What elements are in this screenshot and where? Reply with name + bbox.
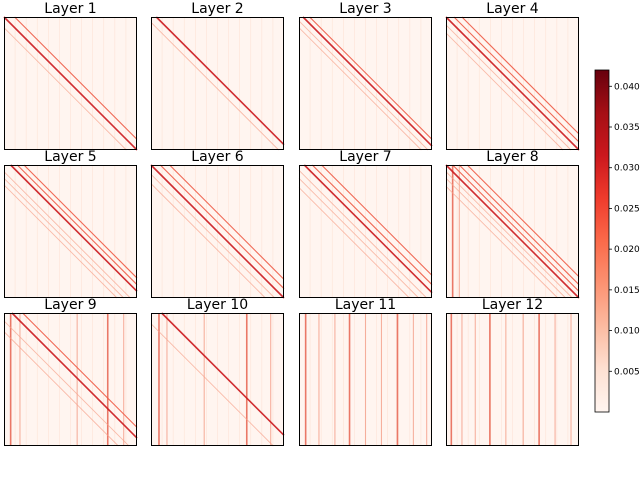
panel-title: Layer 1 bbox=[44, 1, 96, 17]
attention-diagonal bbox=[466, 164, 580, 278]
colorbar-tick-label: 0.035 bbox=[614, 123, 640, 133]
panel-title: Layer 10 bbox=[187, 297, 248, 313]
panel-frame bbox=[151, 17, 284, 150]
colorbar: 0.005 0.010 0.015 0.020 0.025 0.030 0.035 0.040 bbox=[594, 69, 640, 413]
panel-frame bbox=[446, 17, 579, 150]
panel-frame bbox=[446, 313, 579, 446]
attention-diagonal bbox=[445, 16, 580, 151]
attention-diagonal bbox=[11, 312, 138, 439]
heatmap-panel-2: Layer 2 bbox=[150, 1, 285, 151]
panel-title: Layer 12 bbox=[482, 297, 543, 313]
heatmap-panel-1: Layer 1 bbox=[3, 1, 138, 151]
attention-diagonal bbox=[159, 164, 285, 290]
heatmap-panel-3: Layer 3 bbox=[298, 1, 433, 151]
attention-diagonal bbox=[3, 16, 138, 151]
colorbar-tick-label: 0.020 bbox=[614, 245, 640, 255]
attention-diagonal bbox=[22, 312, 138, 428]
attention-diagonal bbox=[445, 171, 573, 299]
attention-diagonal bbox=[311, 164, 433, 286]
attention-diagonal bbox=[3, 331, 119, 447]
attention-diagonal bbox=[453, 16, 580, 143]
attention-diagonal bbox=[309, 16, 433, 140]
attention-diagonal bbox=[298, 27, 422, 151]
panel-title: Layer 7 bbox=[339, 149, 391, 165]
attention-diagonal bbox=[155, 16, 285, 146]
panel-title: Layer 2 bbox=[191, 1, 243, 17]
panel-frame bbox=[4, 313, 137, 446]
panel-title: Layer 6 bbox=[191, 149, 243, 165]
panel-frame bbox=[4, 165, 137, 298]
panel-frame bbox=[299, 17, 432, 150]
attention-diagonal bbox=[10, 164, 138, 292]
attention-diagonal bbox=[14, 16, 138, 140]
heatmap-panel-6: Layer 6 bbox=[150, 149, 285, 299]
attention-diagonal bbox=[150, 323, 274, 447]
attention-diagonal bbox=[298, 187, 410, 299]
panel-frame bbox=[299, 313, 432, 446]
panel-title: Layer 4 bbox=[486, 1, 538, 17]
attention-diagonal bbox=[150, 164, 285, 299]
attention-diagonal bbox=[3, 27, 127, 151]
attention-diagonal bbox=[298, 20, 429, 151]
heatmap-panel-5: Layer 5 bbox=[3, 149, 138, 299]
panel-title: Layer 11 bbox=[335, 297, 396, 313]
heatmap-panel-12: Layer 12 bbox=[446, 297, 579, 446]
colorbar-tick-label: 0.005 bbox=[614, 367, 640, 377]
panel-title: Layer 3 bbox=[339, 1, 391, 17]
panel-frame bbox=[299, 165, 432, 298]
attention-diagonal bbox=[3, 177, 125, 299]
attention-diagonal bbox=[452, 164, 580, 292]
heatmap-panel-8: Layer 8 bbox=[445, 149, 580, 299]
heatmap-panel-11: Layer 11 bbox=[299, 297, 432, 446]
heatmap-panel-4: Layer 4 bbox=[445, 1, 580, 151]
panel-title: Layer 9 bbox=[44, 297, 96, 313]
heatmap-panel-7: Layer 7 bbox=[298, 149, 433, 299]
attention-diagonal bbox=[3, 171, 131, 299]
attention-diagonal bbox=[150, 183, 266, 299]
panel-frame bbox=[4, 17, 137, 150]
panel-frame bbox=[151, 313, 284, 446]
attention-diagonal bbox=[161, 312, 285, 436]
colorbar-tick-label: 0.025 bbox=[614, 204, 640, 214]
heatmap-panel-10: Layer 10 bbox=[150, 297, 285, 447]
attention-diagonal bbox=[321, 164, 433, 276]
panel-title: Layer 8 bbox=[486, 149, 538, 165]
attention-diagonal bbox=[461, 16, 580, 135]
attention-diagonal bbox=[302, 16, 433, 147]
attention-diagonal bbox=[445, 24, 572, 151]
attention-diagonal bbox=[445, 164, 580, 299]
heatmap-panel-9: Layer 9 bbox=[3, 297, 138, 447]
attention-diagonal bbox=[298, 177, 420, 299]
attention-diagonal bbox=[23, 164, 138, 279]
panel-frame bbox=[151, 165, 284, 298]
colorbar-tick-label: 0.040 bbox=[614, 82, 640, 92]
panel-frame bbox=[446, 165, 579, 298]
colorbar-tick-label: 0.015 bbox=[614, 286, 640, 296]
attention-diagonal bbox=[303, 164, 433, 294]
attention-diagonal bbox=[445, 32, 564, 151]
attention-diagonal bbox=[445, 185, 559, 299]
colorbar-gradient bbox=[594, 69, 610, 413]
attention-diagonal bbox=[3, 320, 130, 447]
panel-title: Layer 5 bbox=[44, 149, 96, 165]
attention-diagonal bbox=[16, 164, 138, 286]
attention-diagonal bbox=[458, 164, 580, 286]
attention-diagonal bbox=[445, 177, 567, 299]
attention-diagonal bbox=[3, 184, 118, 299]
attention-diagonal bbox=[298, 170, 427, 299]
colorbar-tick-label: 0.010 bbox=[614, 327, 640, 337]
attention-diagonal bbox=[169, 164, 285, 280]
heatmap-panels: Layer 1 Layer 2 Layer 3 Layer 4 Layer 5 Layer… bbox=[3, 1, 580, 447]
attention-diagonal bbox=[150, 22, 279, 151]
attention-diagonal bbox=[150, 173, 276, 299]
colorbar-tick-label: 0.030 bbox=[614, 164, 640, 174]
